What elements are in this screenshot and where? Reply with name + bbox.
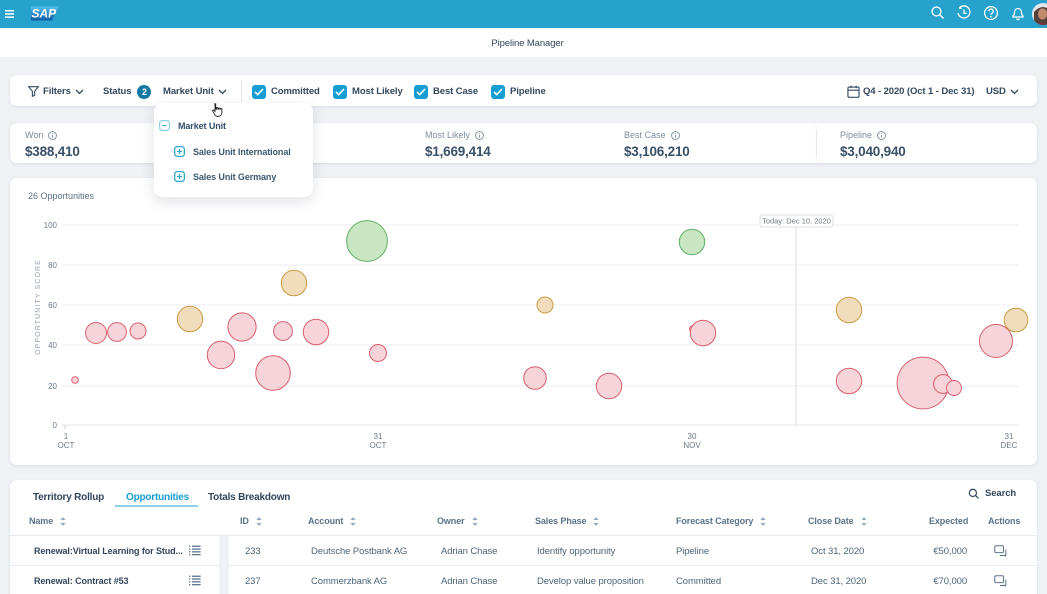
svg-text:0: 0: [53, 421, 58, 430]
svg-text:31: 31: [1005, 432, 1014, 441]
svg-text:SAP: SAP: [32, 7, 58, 21]
svg-text:OCT: OCT: [58, 441, 75, 450]
svg-text:60: 60: [48, 301, 57, 310]
svg-text:OPPORTUNITY SCORE: OPPORTUNITY SCORE: [35, 259, 42, 355]
svg-text:30: 30: [688, 432, 697, 441]
svg-text:Today: Dec 10, 2020: Today: Dec 10, 2020: [762, 217, 831, 226]
svg-text:NOV: NOV: [683, 441, 701, 450]
svg-text:20: 20: [48, 382, 57, 391]
svg-text:31: 31: [374, 432, 383, 441]
svg-text:DEC: DEC: [1001, 441, 1018, 450]
svg-text:40: 40: [48, 341, 57, 350]
svg-text:80: 80: [48, 261, 57, 270]
svg-text:1: 1: [64, 432, 69, 441]
svg-text:OCT: OCT: [370, 441, 387, 450]
svg-text:100: 100: [44, 221, 58, 230]
